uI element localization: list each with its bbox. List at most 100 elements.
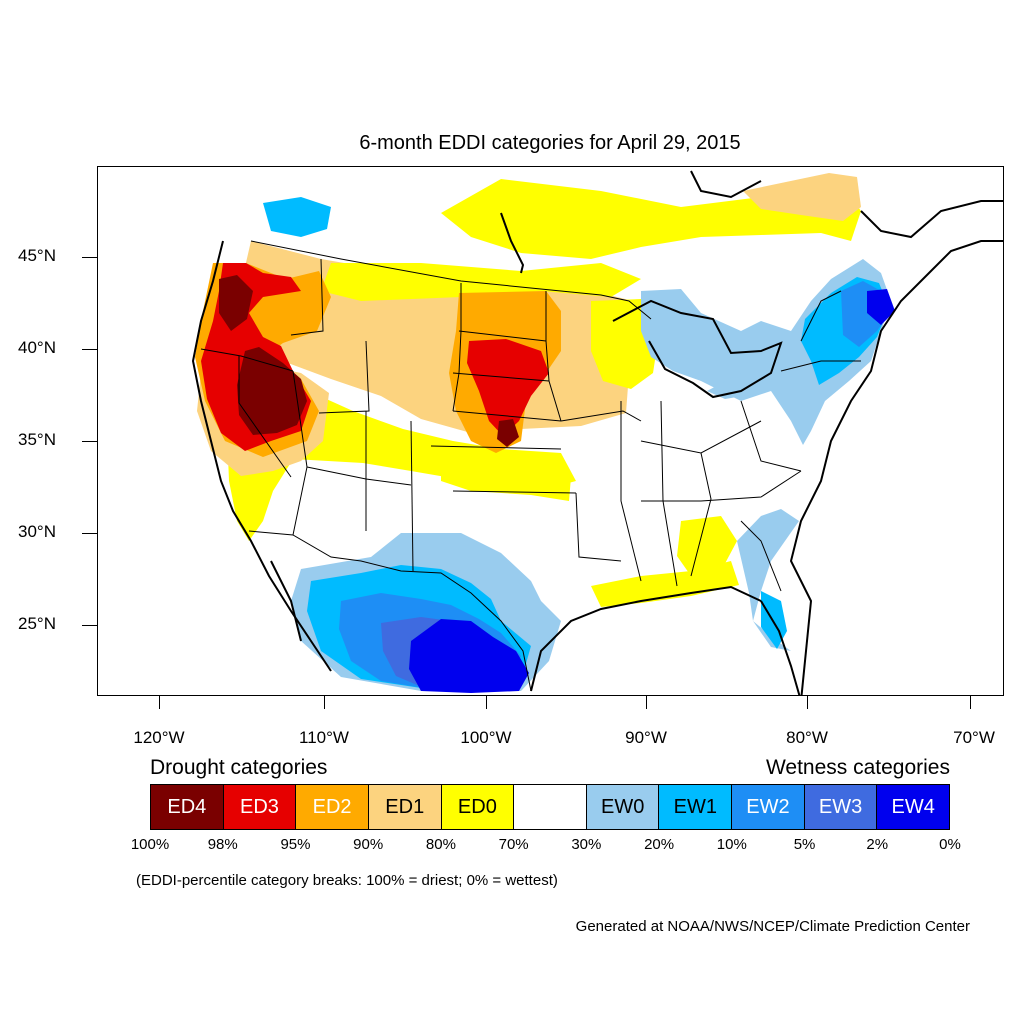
region-ew4-texas [409,619,529,693]
legend-swatch-ew2: EW2 [732,785,805,829]
region-ew0-lake-region [707,373,771,399]
legend-swatch-ed4: ED4 [151,785,224,829]
category-legend: ED4 ED3 ED2 ED1 ED0 EW0 EW1 EW2 EW3 EW4 [150,784,950,830]
lon-label-70: 70°W [953,728,995,747]
legend-break-label: 98% [207,836,238,853]
region-ed4-great-basin [237,347,307,435]
lat-tick-45 [82,257,97,258]
us-canada-border [250,240,652,320]
quebec-shore [860,200,1003,239]
region-ed1-ontario [743,173,861,221]
state-line-north-3 [452,283,462,412]
lon-label-90: 90°W [625,728,667,747]
lat-label-40: 40°N [18,338,56,357]
state-line-plains-5 [452,490,577,494]
category-note: (EDDI-percentile category breaks: 100% =… [136,872,558,889]
lat-tick-30 [82,533,97,534]
region-ed4-oregon-coast [219,275,253,331]
legend-break-label: 0% [939,836,961,853]
legend-break-label: 95% [280,836,311,853]
state-line-mid-5 [660,400,678,587]
region-ed0-southern-plains [441,449,571,501]
state-line-north-1 [290,258,324,336]
wetness-heading: Wetness categories [765,756,950,779]
legend-break-label: 70% [498,836,529,853]
state-line-plains-1 [458,330,547,342]
region-ed0-southeast [677,516,737,576]
lat-label-30: 30°N [18,522,56,541]
legend-swatch-normal [514,785,587,829]
lon-tick-80 [807,696,808,709]
gulf-coast [530,585,762,692]
legend-break-label: 2% [866,836,889,853]
us-mexico-border [248,530,532,692]
state-line-north-4 [545,291,562,422]
state-line-west-1 [200,348,294,372]
state-line-mid-2 [575,492,622,562]
region-ew4-new-england [867,289,895,325]
legend-break-label: 90% [353,836,384,853]
legend-swatch-ew3: EW3 [804,785,878,829]
region-ed4-plains [497,419,519,447]
state-line-mid-7 [740,400,802,472]
legend-break-label: 80% [425,836,456,853]
category-fills [195,173,895,693]
atlantic-coast [789,240,1003,695]
lat-label-25: 25°N [18,614,56,633]
state-line-mid-8 [641,470,802,502]
state-line-east-1 [780,360,861,372]
region-ew0-southeast-coast [737,509,799,651]
region-ew1-pacific-nw [263,197,331,237]
map-panel [97,166,1004,696]
state-line-west-4 [306,466,412,486]
legend-swatch-ew0: EW0 [586,785,660,829]
state-line-north-2 [318,340,370,414]
lat-tick-35 [82,441,97,442]
legend-swatch-ew4: EW4 [877,785,950,829]
state-line-west-2 [238,356,292,478]
legend-break-label: 20% [644,836,675,853]
lon-label-120: 120°W [133,728,185,747]
baja-coast [270,560,302,642]
lon-tick-70 [970,696,971,709]
legend-break-label: 30% [571,836,602,853]
state-line-mid-1 [560,410,642,422]
lat-label-45: 45°N [18,246,56,265]
boundary-lines [200,240,861,692]
state-line-plains-3 [452,410,562,422]
state-line-plains-2 [452,372,550,382]
legend-break-label: 10% [716,836,747,853]
lon-label-100: 100°W [460,728,512,747]
lake-winnipeg [500,212,525,274]
legend-swatch-ew1: EW1 [659,785,733,829]
legend-swatch-ed2: ED2 [296,785,369,829]
state-line-plains-4 [430,445,562,450]
lon-label-110: 110°W [299,728,349,747]
lon-tick-100 [486,696,487,709]
legend-swatch-ed1: ED1 [368,785,442,829]
florida-coast [760,600,801,695]
state-line-mid-4 [640,420,762,454]
legend-swatch-ed3: ED3 [223,785,297,829]
lon-tick-110 [324,696,325,709]
lat-tick-40 [82,349,97,350]
hudson-bay-shore [690,170,762,199]
state-line-mid-3 [620,401,642,582]
legend-break-label: 100% [130,836,170,853]
lon-tick-90 [646,696,647,709]
lat-tick-25 [82,625,97,626]
map-title: 6-month EDDI categories for April 29, 20… [359,132,741,154]
credit-line: Generated at NOAA/NWS/NCEP/Climate Predi… [575,918,970,935]
coastlines [191,170,1003,695]
state-line-east-3 [740,520,782,592]
lon-label-80: 80°W [786,728,828,747]
lat-label-35: 35°N [18,430,56,449]
state-line-west-6 [410,420,414,572]
lon-tick-120 [159,696,160,709]
state-line-east-2 [800,290,842,342]
pacific-coast [191,240,332,672]
eddi-map [191,170,1003,695]
great-lakes-outline [612,299,783,399]
region-ed3-plains [467,339,549,436]
legend-break-label: 5% [793,836,816,853]
